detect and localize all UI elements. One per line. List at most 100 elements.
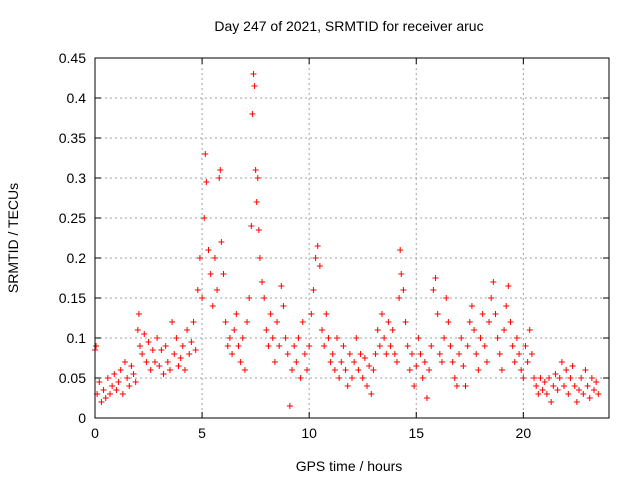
data-point	[117, 367, 124, 373]
x-tick-label: 20	[516, 425, 532, 441]
data-point	[338, 359, 345, 365]
data-point	[250, 71, 257, 77]
data-point	[134, 327, 141, 333]
data-point	[391, 351, 398, 357]
data-point	[513, 335, 520, 341]
data-point	[533, 383, 540, 389]
data-point	[565, 391, 572, 397]
data-point	[207, 271, 214, 277]
data-point	[301, 351, 308, 357]
data-point	[584, 383, 591, 389]
data-point	[109, 383, 116, 389]
data-point	[481, 343, 488, 349]
data-point	[162, 343, 169, 349]
data-point	[280, 303, 287, 309]
data-point	[507, 319, 514, 325]
data-point	[406, 367, 413, 373]
data-point	[561, 383, 568, 389]
data-point	[588, 375, 595, 381]
data-point	[374, 327, 381, 333]
data-point	[218, 239, 225, 245]
data-point	[181, 367, 188, 373]
data-point	[104, 375, 111, 381]
data-point	[415, 335, 422, 341]
data-point	[336, 375, 343, 381]
data-point	[359, 375, 366, 381]
data-point	[151, 359, 158, 365]
data-point	[563, 367, 570, 373]
data-point	[389, 327, 396, 333]
data-point	[246, 295, 253, 301]
data-point	[593, 379, 600, 385]
data-point	[449, 359, 456, 365]
data-point	[231, 327, 238, 333]
data-point	[539, 387, 546, 393]
data-point	[537, 375, 544, 381]
data-point	[259, 279, 266, 285]
data-point	[149, 347, 156, 353]
data-point	[516, 351, 523, 357]
data-point	[111, 371, 118, 377]
y-axis-label: SRMTID / TECUs	[5, 183, 21, 293]
data-point	[160, 371, 167, 377]
data-point	[430, 287, 437, 293]
y-tick-label: 0.45	[59, 50, 86, 66]
data-point	[255, 227, 262, 233]
y-tick-label: 0.4	[67, 90, 87, 106]
y-tick-label: 0	[78, 410, 86, 426]
data-point	[503, 303, 510, 309]
data-point	[179, 343, 186, 349]
data-point	[233, 311, 240, 317]
data-point	[355, 367, 362, 373]
data-point	[501, 327, 508, 333]
data-point	[286, 403, 293, 409]
data-point	[269, 335, 276, 341]
data-point	[141, 331, 148, 337]
data-point	[202, 151, 209, 157]
data-point	[325, 335, 332, 341]
data-point	[220, 271, 227, 277]
data-point	[209, 303, 216, 309]
data-point	[132, 379, 139, 385]
data-point	[135, 311, 142, 317]
data-point	[586, 395, 593, 401]
data-point	[458, 335, 465, 341]
data-point	[289, 367, 296, 373]
data-point	[175, 363, 182, 369]
data-point	[113, 387, 120, 393]
data-point	[344, 383, 351, 389]
data-point	[190, 319, 197, 325]
y-tick-label: 0.35	[59, 130, 86, 146]
data-point	[428, 343, 435, 349]
data-point	[130, 371, 137, 377]
data-point	[323, 311, 330, 317]
data-point	[518, 367, 525, 373]
data-point	[241, 367, 248, 373]
data-point	[376, 343, 383, 349]
data-point	[494, 335, 501, 341]
chart-title: Day 247 of 2021, SRMTID for receiver aru…	[214, 18, 483, 34]
data-point	[372, 351, 379, 357]
data-point	[453, 383, 460, 389]
data-point	[421, 359, 428, 365]
data-point	[342, 367, 349, 373]
data-point	[477, 335, 484, 341]
data-point	[520, 375, 527, 381]
data-point	[173, 335, 180, 341]
data-point	[475, 367, 482, 373]
data-point	[578, 375, 585, 381]
data-point	[526, 327, 533, 333]
data-point	[567, 375, 574, 381]
data-point	[124, 375, 131, 381]
data-point	[479, 311, 486, 317]
data-point	[158, 347, 165, 353]
x-axis-label: GPS time / hours	[296, 458, 403, 474]
data-point	[321, 343, 328, 349]
data-point	[186, 351, 193, 357]
data-point	[217, 167, 224, 173]
data-point	[408, 351, 415, 357]
data-point	[464, 343, 471, 349]
data-point	[473, 351, 480, 357]
data-point	[396, 295, 403, 301]
data-point	[276, 343, 283, 349]
